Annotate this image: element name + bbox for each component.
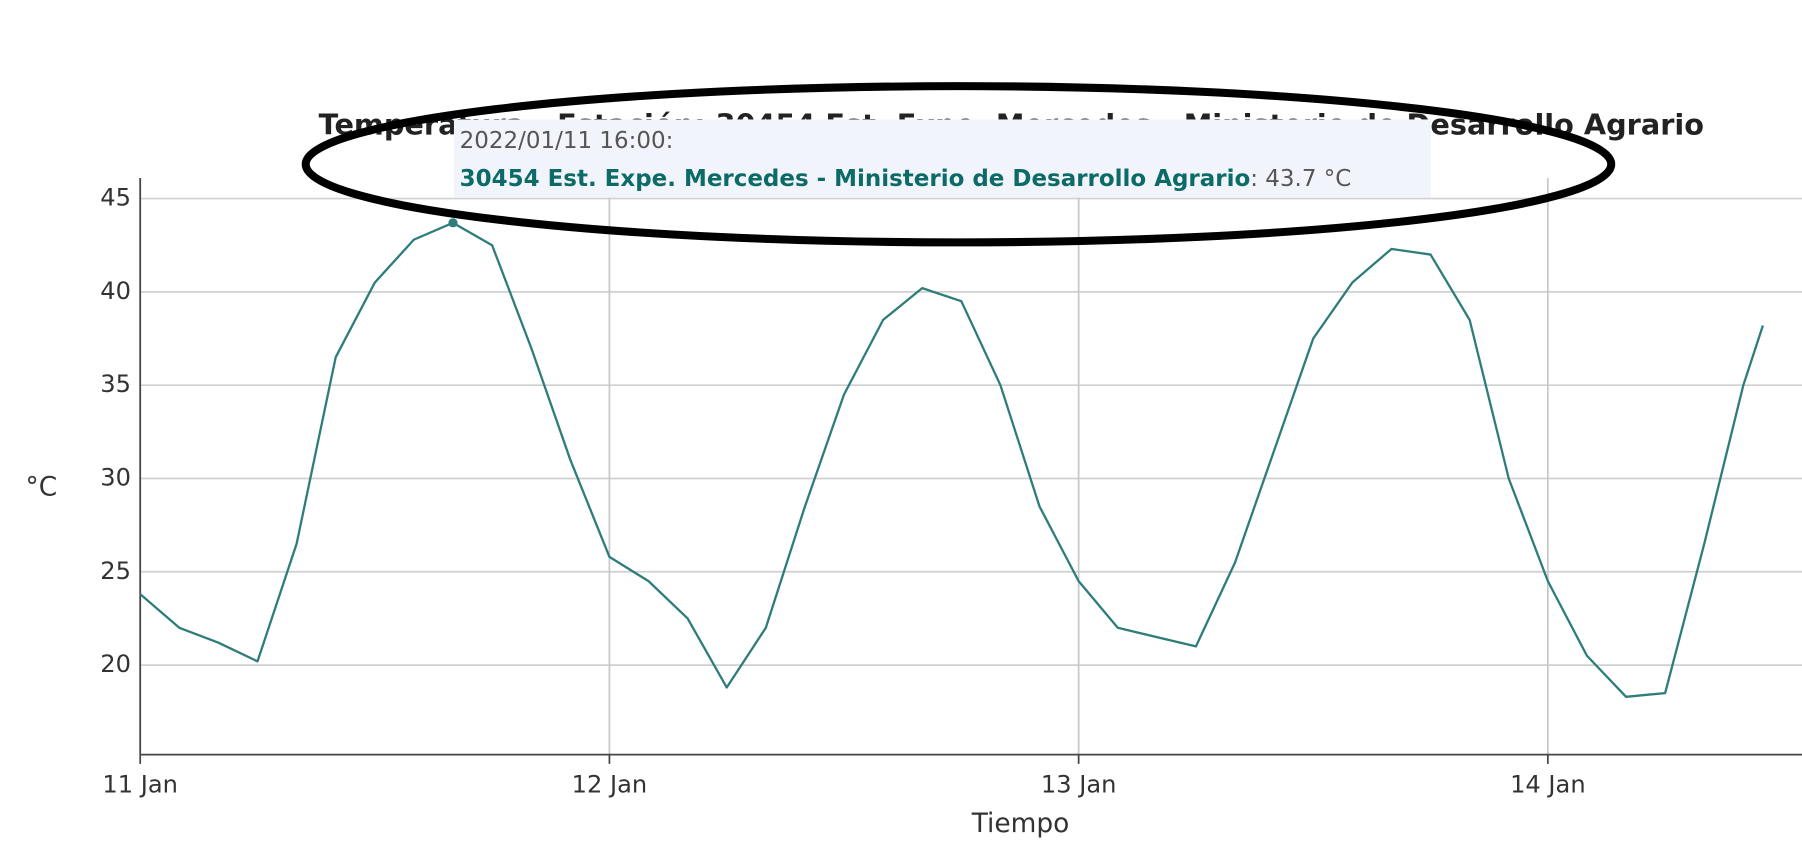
line-series <box>139 221 1764 698</box>
y-tick-label: 20 <box>100 650 131 678</box>
y-axis-label: °C <box>26 472 58 503</box>
tooltip-series: 30454 Est. Expe. Mercedes - Ministerio d… <box>460 166 1251 192</box>
x-tick-label: 13 Jan <box>1041 771 1117 799</box>
tooltip-line: 30454 Est. Expe. Mercedes - Ministerio d… <box>460 166 1352 192</box>
x-tick-label: 12 Jan <box>572 771 648 799</box>
x-axis-label: Tiempo <box>971 808 1070 839</box>
tooltip-box <box>453 119 1431 198</box>
y-tick-label: 30 <box>100 463 131 491</box>
y-tick-label: 40 <box>100 277 131 305</box>
plot-area: 20 25 30 35 40 45 11 Jan 12 Jan 13 Jan 14 Jan <box>100 178 1802 799</box>
y-tick-label: 45 <box>100 184 131 212</box>
tooltip-value: : 43.7 °C <box>1250 166 1351 192</box>
highlight-ellipse <box>301 82 1616 247</box>
x-tick-label: 14 Jan <box>1510 771 1586 799</box>
hover-point <box>448 218 458 228</box>
tooltip: 2022/01/11 16:00: 30454 Est. Expe. Merce… <box>453 119 1431 198</box>
tooltip-time: 2022/01/11 16:00: <box>460 128 674 154</box>
y-tick-label: 35 <box>100 370 131 398</box>
x-tick-label: 11 Jan <box>102 771 178 799</box>
y-tick-label: 25 <box>100 557 131 585</box>
